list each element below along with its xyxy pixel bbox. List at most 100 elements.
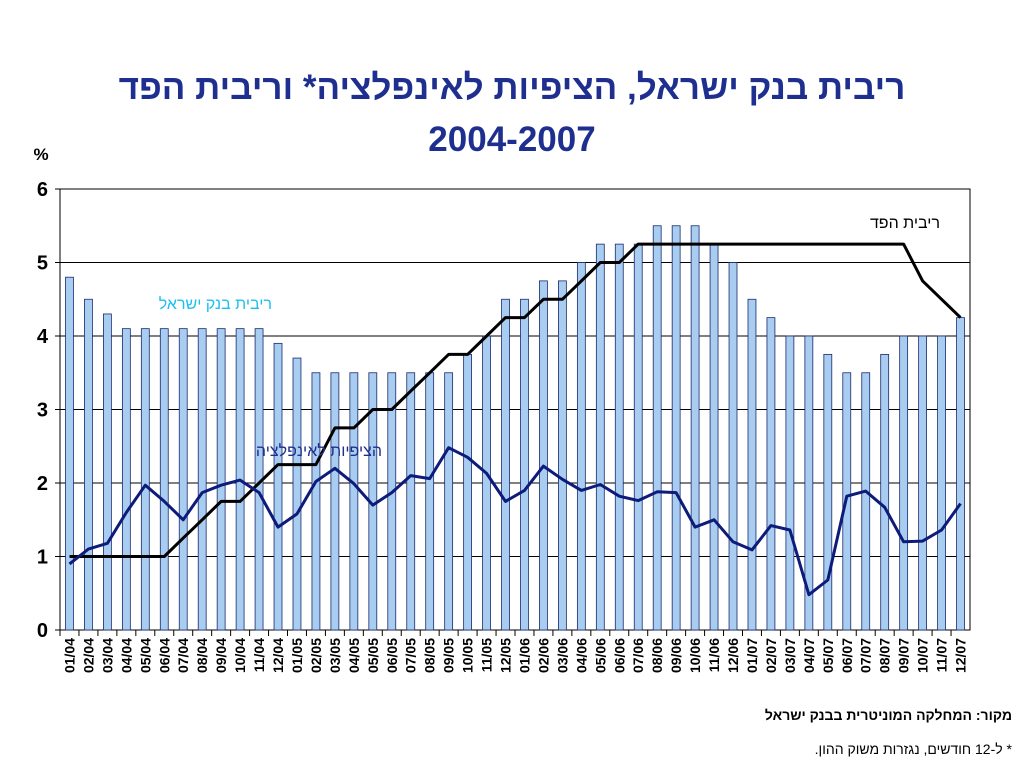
x-tick-label: 05/07 xyxy=(820,638,836,673)
bar-boi-rate xyxy=(463,353,472,631)
bar-boi-rate xyxy=(747,298,757,631)
x-tick-label: 07/07 xyxy=(858,638,874,673)
bar-boi-rate xyxy=(709,243,719,631)
x-tick-label: 11/06 xyxy=(706,638,722,672)
label-fed-rate: ריבית הפד xyxy=(870,215,940,232)
x-tick-label: 04/07 xyxy=(801,638,817,673)
line-inflation-expectations xyxy=(68,446,962,597)
chart-title-line1: ריבית בנק ישראל, הציפיות לאינפלציה* וריב… xyxy=(118,68,906,107)
x-tick-label: 01/06 xyxy=(516,638,532,673)
bar-boi-rate xyxy=(823,353,833,631)
y-tick-label: 4 xyxy=(37,326,49,348)
bar-boi-rate xyxy=(387,372,397,631)
x-tick-label: 01/05 xyxy=(289,638,305,673)
y-tick-label: 6 xyxy=(37,179,48,201)
bar-boi-rate xyxy=(140,328,150,631)
bar-boi-rate xyxy=(311,372,321,631)
bar-boi-rate xyxy=(804,335,814,631)
x-tick-label: 02/04 xyxy=(80,638,96,673)
x-tick-label: 08/04 xyxy=(194,638,210,673)
x-tick-label: 06/05 xyxy=(384,638,400,673)
bar-boi-rate xyxy=(84,298,93,631)
bar-boi-rate xyxy=(501,298,510,631)
x-tick-label: 11/05 xyxy=(479,638,495,672)
x-tick-label: 12/05 xyxy=(498,638,514,673)
bar-boi-rate xyxy=(444,372,454,631)
x-tick-label: 10/05 xyxy=(460,638,476,673)
x-tick-label: 03/07 xyxy=(782,638,798,673)
bar-boi-rate xyxy=(671,225,681,631)
y-tick-label: 5 xyxy=(37,253,48,275)
label-boi-rate: ריבית בנק ישראל xyxy=(159,295,272,313)
bar-boi-rate xyxy=(178,328,188,631)
bar-boi-rate xyxy=(558,280,567,631)
y-tick-label: 0 xyxy=(37,620,48,642)
bar-boi-rate xyxy=(330,372,340,631)
x-tick-label: 04/04 xyxy=(118,638,134,673)
x-tick-label: 09/04 xyxy=(213,638,229,673)
x-tick-label: 08/05 xyxy=(422,638,438,673)
chart-title: ריבית בנק ישראל, הציפיות לאינפלציה* וריב… xyxy=(0,62,1024,166)
x-tick-label: 05/06 xyxy=(592,638,608,673)
x-tick-label: 10/06 xyxy=(687,638,703,673)
x-tick-label: 05/04 xyxy=(137,638,153,673)
bar-boi-rate xyxy=(273,342,283,631)
bar-boi-rate xyxy=(937,335,946,631)
x-tick-label: 02/06 xyxy=(535,638,551,673)
bar-boi-rate xyxy=(956,317,965,631)
bar-boi-rate xyxy=(425,372,435,631)
x-tick-label: 11/04 xyxy=(251,638,267,672)
bar-boi-rate xyxy=(690,225,700,631)
y-tick-label: 1 xyxy=(37,547,48,569)
x-tick-label: 03/05 xyxy=(327,638,343,673)
y-tick-label: 2 xyxy=(37,473,48,495)
x-tick-label: 11/07 xyxy=(934,638,950,672)
x-tick-label: 08/07 xyxy=(877,638,893,673)
bar-boi-rate xyxy=(159,328,169,631)
x-tick-label: 09/07 xyxy=(896,638,912,673)
x-tick-label: 03/06 xyxy=(554,638,570,673)
footnote: * ל-12 חודשים, נגזרות משוק ההון. xyxy=(814,741,1012,757)
y-tick-label: 3 xyxy=(37,400,48,422)
bar-boi-rate xyxy=(349,372,359,631)
bar-boi-rate xyxy=(728,262,738,631)
bar-boi-rate xyxy=(103,313,112,631)
bar-boi-rate xyxy=(652,225,662,631)
x-tick-label: 05/05 xyxy=(365,638,381,673)
bar-boi-rate xyxy=(216,328,226,631)
x-tick-label: 02/07 xyxy=(763,638,779,673)
x-tick-label: 12/07 xyxy=(953,638,969,673)
bar-boi-rate xyxy=(406,372,416,631)
bar-boi-rate xyxy=(785,335,795,631)
x-tick-label: 02/05 xyxy=(308,638,324,673)
source-note: מקור: המחלקה המוניטרית בבנק ישראל xyxy=(764,707,1012,723)
bar-boi-rate xyxy=(121,328,131,631)
x-tick-label: 04/06 xyxy=(573,638,589,673)
bar-boi-rate xyxy=(197,328,207,631)
bar-boi-rate xyxy=(65,276,74,631)
bar-boi-rate xyxy=(880,353,890,631)
label-inflation-expectations: הציפיות לאינפלציה xyxy=(256,442,382,460)
line-fed-rate xyxy=(69,242,962,558)
bar-boi-rate xyxy=(576,262,586,631)
x-tick-label: 04/05 xyxy=(346,638,362,673)
x-tick-label: 01/07 xyxy=(744,638,760,673)
chart-title-line2: 2004-2007 xyxy=(428,120,596,159)
x-tick-label: 06/07 xyxy=(839,638,855,673)
x-tick-label: 12/06 xyxy=(725,638,741,673)
x-tick-label: 10/07 xyxy=(915,638,931,673)
x-tick-label: 03/04 xyxy=(99,638,115,673)
bar-boi-rate xyxy=(861,372,871,631)
x-tick-label: 07/04 xyxy=(175,638,191,673)
bar-boi-rate xyxy=(520,298,529,631)
x-tick-label: 06/04 xyxy=(156,638,172,673)
bar-boi-rate xyxy=(766,317,776,631)
x-tick-label: 09/05 xyxy=(441,638,457,673)
bar-boi-rate xyxy=(633,243,643,631)
bar-boi-rate xyxy=(918,335,927,631)
x-tick-label: 06/06 xyxy=(611,638,627,673)
x-tick-label: 01/04 xyxy=(61,638,77,673)
x-tick-label: 10/04 xyxy=(232,638,248,673)
x-tick-label: 07/06 xyxy=(630,638,646,673)
